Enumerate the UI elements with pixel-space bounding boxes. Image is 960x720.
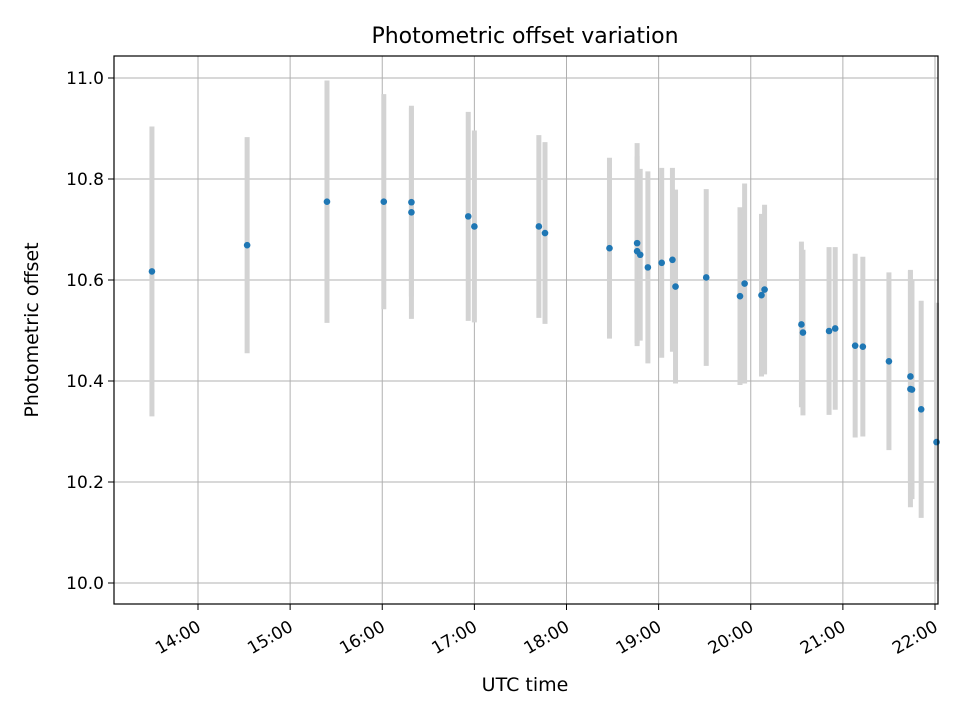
data-point: [825, 327, 833, 335]
data-point: [243, 241, 251, 249]
y-tick-label: 10.0: [66, 574, 104, 594]
data-point: [606, 244, 613, 252]
data-point: [323, 198, 331, 206]
data-point: [859, 343, 867, 350]
data-points: [148, 198, 940, 446]
y-tick-label: 10.4: [66, 372, 104, 392]
data-point: [908, 386, 916, 393]
data-point: [408, 198, 415, 206]
x-axis-label: UTC time: [482, 674, 569, 696]
y-tick-label: 10.6: [66, 271, 104, 291]
data-point: [633, 239, 641, 247]
data-point: [799, 329, 807, 336]
data-point: [798, 321, 805, 328]
chart-title: Photometric offset variation: [371, 24, 678, 49]
data-point: [471, 223, 478, 230]
y-axis-ticks: 10.0 10.2 10.4 10.6 10.8 11.0: [66, 69, 114, 594]
y-tick-label: 10.8: [66, 170, 104, 190]
data-point: [702, 274, 710, 281]
data-point: [541, 229, 549, 237]
y-tick-label: 11.0: [66, 69, 104, 89]
plot-area-frame: [113, 55, 939, 605]
data-point: [741, 280, 748, 287]
data-point: [736, 292, 744, 300]
data-point: [669, 256, 676, 264]
data-point: [851, 342, 859, 349]
data-point: [672, 283, 679, 290]
y-tick-label: 10.2: [66, 473, 104, 493]
data-point: [148, 268, 156, 275]
data-point: [380, 198, 388, 206]
data-point: [464, 213, 472, 220]
data-point: [758, 291, 765, 299]
data-point: [907, 373, 914, 380]
data-point: [831, 325, 839, 332]
data-point: [885, 358, 893, 365]
data-point: [636, 251, 644, 259]
data-point: [917, 405, 925, 413]
data-point: [408, 209, 415, 216]
y-axis-label: Photometric offset: [21, 242, 43, 417]
data-point: [761, 286, 768, 293]
data-point: [658, 259, 665, 267]
data-point: [933, 438, 940, 446]
data-point: [644, 264, 652, 271]
data-point: [535, 223, 543, 230]
